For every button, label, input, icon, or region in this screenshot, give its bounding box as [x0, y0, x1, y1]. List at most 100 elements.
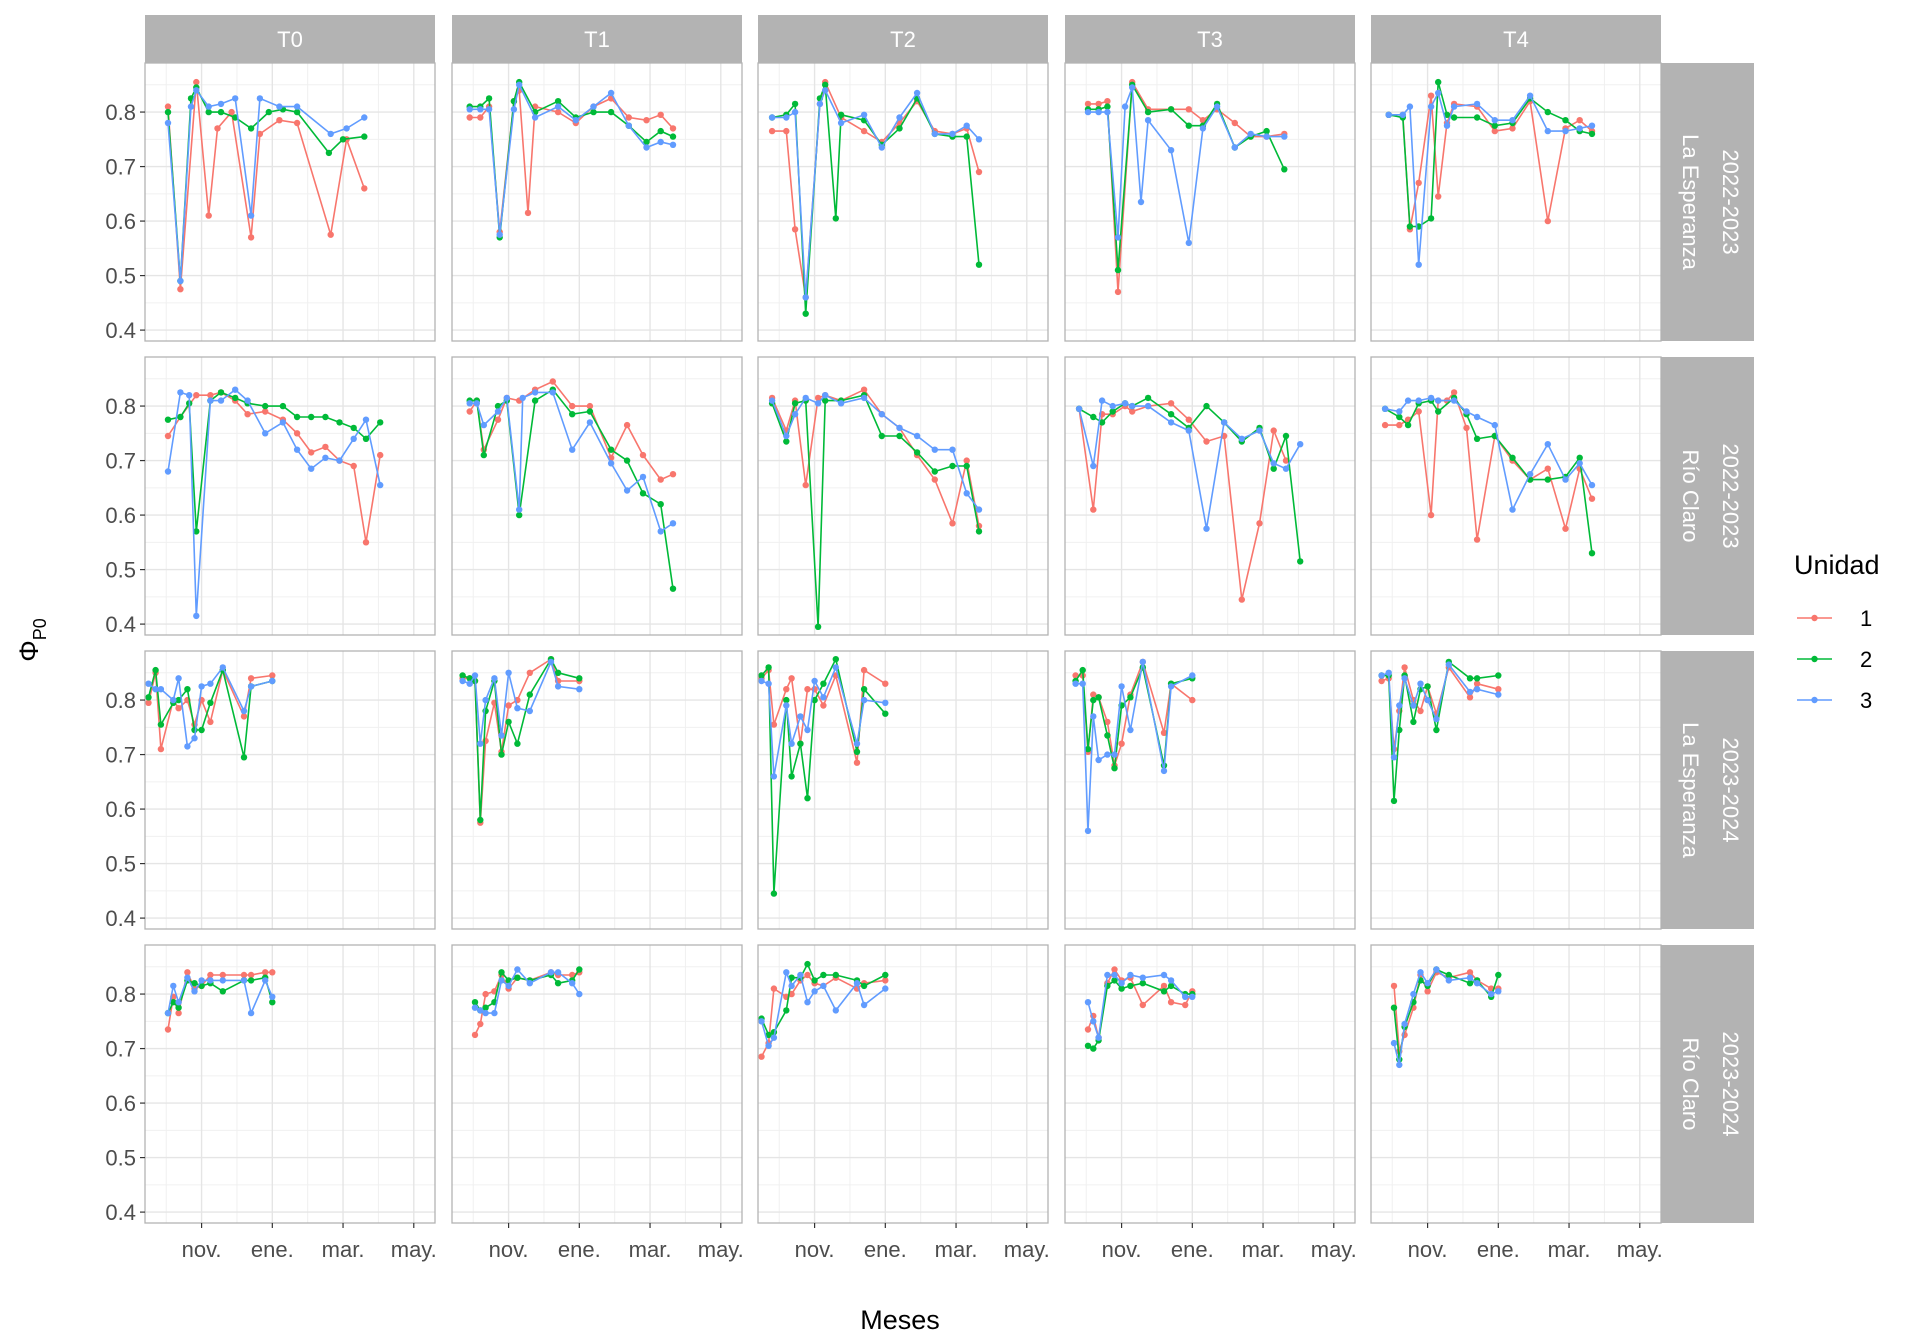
- data-point: [269, 672, 276, 679]
- data-point: [247, 234, 255, 241]
- data-point: [191, 735, 198, 742]
- data-point: [657, 127, 664, 135]
- data-point: [1450, 397, 1458, 404]
- data-point: [1104, 103, 1111, 110]
- data-point: [963, 462, 970, 470]
- data-point: [293, 430, 301, 437]
- series-3: [1084, 84, 1288, 247]
- data-point: [639, 451, 647, 459]
- data-point: [514, 974, 521, 981]
- data-point: [913, 432, 921, 440]
- data-point: [262, 430, 269, 437]
- data-point: [1378, 677, 1385, 685]
- data-point: [1544, 217, 1552, 225]
- data-point: [193, 612, 200, 620]
- data-point: [205, 212, 212, 219]
- panel-background: [1371, 357, 1661, 635]
- data-point: [191, 980, 198, 987]
- data-point: [1111, 751, 1118, 758]
- data-point: [949, 446, 956, 453]
- column-strip-T4: T4: [1371, 15, 1661, 63]
- data-point: [783, 969, 790, 976]
- data-point: [804, 795, 811, 802]
- data-point: [1385, 111, 1392, 119]
- panel-background: [1371, 651, 1661, 929]
- data-point: [293, 119, 301, 127]
- data-point: [853, 748, 861, 755]
- data-point: [1084, 827, 1092, 835]
- data-point: [783, 114, 790, 121]
- data-point: [765, 664, 772, 671]
- data-point: [343, 125, 350, 132]
- data-point: [1495, 686, 1502, 693]
- data-point: [1588, 550, 1596, 557]
- data-point: [494, 416, 502, 423]
- data-point: [860, 127, 868, 135]
- data-point: [1129, 408, 1136, 415]
- data-point: [554, 98, 562, 105]
- data-point: [811, 677, 818, 685]
- panel-border: [144, 650, 436, 930]
- svg-text:ΦP0: ΦP0: [14, 618, 50, 662]
- panel-background: [1371, 945, 1661, 1223]
- data-point: [1118, 980, 1125, 987]
- x-axis-ticks: nov. ene. mar. may.: [182, 1223, 437, 1262]
- data-point: [949, 130, 956, 138]
- series-3: [758, 664, 889, 780]
- data-point: [1466, 980, 1474, 987]
- series-3: [466, 389, 677, 535]
- data-point: [293, 103, 301, 110]
- data-point: [269, 993, 276, 1000]
- series-3: [164, 87, 368, 285]
- data-point: [1390, 754, 1398, 761]
- panel-border: [451, 356, 743, 636]
- data-point: [471, 1004, 479, 1011]
- series-3: [164, 974, 276, 1017]
- data-point: [1282, 457, 1290, 464]
- data-point: [362, 435, 370, 442]
- data-point: [949, 520, 956, 527]
- data-point: [1466, 694, 1474, 701]
- data-point: [170, 696, 177, 704]
- y-tick-label: 0.5: [105, 558, 136, 583]
- data-point: [1415, 397, 1422, 404]
- panel-T4-row4: nov. ene. mar. may.: [1370, 944, 1663, 1262]
- data-point: [247, 125, 255, 132]
- data-point: [1095, 756, 1102, 764]
- data-point: [607, 89, 615, 97]
- data-point: [350, 462, 357, 470]
- data-point: [625, 122, 632, 129]
- data-point: [625, 114, 632, 121]
- data-point: [1185, 106, 1193, 113]
- data-point: [232, 386, 239, 393]
- panel-border: [1370, 650, 1662, 930]
- data-point: [554, 969, 562, 976]
- data-point: [482, 1004, 489, 1011]
- data-point: [1491, 122, 1499, 129]
- data-point: [526, 669, 533, 676]
- data-point: [1160, 988, 1168, 995]
- data-point: [214, 125, 221, 132]
- series-line: [469, 391, 674, 533]
- data-point: [832, 664, 839, 671]
- data-point: [247, 212, 255, 219]
- data-point: [758, 1053, 765, 1060]
- data-point: [804, 999, 811, 1006]
- panel-border: [144, 62, 436, 342]
- data-point: [783, 1007, 790, 1014]
- data-point: [576, 675, 583, 682]
- data-point: [1072, 680, 1079, 687]
- data-point: [1399, 111, 1407, 119]
- data-point: [1185, 122, 1193, 129]
- x-axis-ticks: nov. ene. mar. may.: [489, 1223, 744, 1262]
- data-point: [1396, 421, 1403, 429]
- data-point: [1473, 536, 1481, 543]
- data-point: [1410, 702, 1417, 709]
- panel-border: [1064, 62, 1356, 342]
- data-point: [1463, 424, 1470, 432]
- panel-background: [758, 945, 1048, 1223]
- data-point: [1189, 672, 1196, 679]
- legend-key-point: [1811, 614, 1818, 622]
- data-point: [193, 78, 200, 86]
